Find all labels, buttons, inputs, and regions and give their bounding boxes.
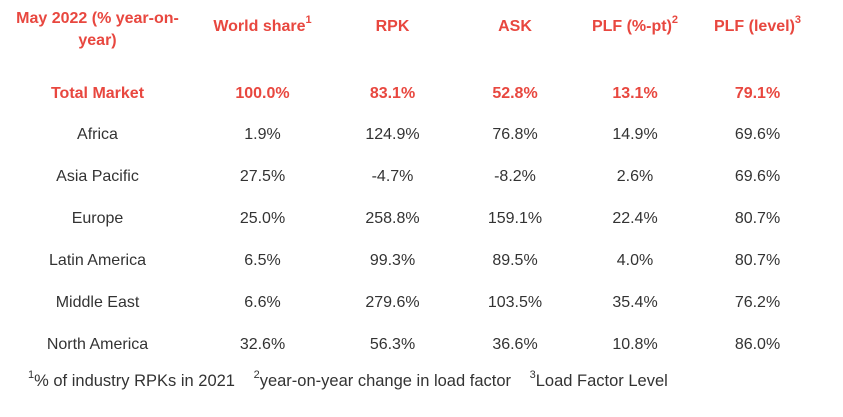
table-cell-plf-pt: 14.9%	[612, 126, 658, 143]
table-cell-plf-pt: 22.4%	[612, 210, 658, 227]
table-cell-plf-pt: 13.1%	[612, 85, 658, 102]
table-cell-region: North America	[46, 336, 149, 353]
header-world-share-label: World share	[213, 18, 306, 35]
footnotes: 1% of industry RPKs in 2021 2year-on-yea…	[28, 368, 682, 391]
table-cell-rpk: -4.7%	[371, 168, 414, 185]
footnote-2-text: year-on-year change in load factor	[259, 372, 512, 390]
table-cell-world-share: 25.0%	[239, 210, 286, 227]
header-rpk-label: RPK	[375, 18, 410, 35]
header-ask-label: ASK	[498, 18, 532, 35]
table-cell-ask: 76.8%	[492, 126, 538, 143]
header-plf-pt: PLF (%-pt)2	[575, 0, 695, 74]
footnote-3-text: Load Factor Level	[535, 372, 668, 390]
header-world-share: World share1	[195, 0, 330, 74]
table-cell-ask: 89.5%	[492, 252, 538, 269]
footnote-3: 3Load Factor Level	[529, 368, 668, 390]
traffic-table-container: May 2022 (% year-on-year) World share1 R…	[0, 0, 820, 366]
table-cell-plf-level: 80.7%	[734, 252, 781, 269]
footnote-2-marker: 2	[253, 368, 260, 381]
table-row: Latin America 6.5% 99.3% 89.5% 4.0% 80.7…	[0, 240, 820, 282]
footnote-3-marker: 3	[529, 368, 536, 381]
table-cell-region: Total Market	[50, 85, 145, 102]
table-cell-plf-pt: 4.0%	[616, 252, 654, 269]
footnote-1-marker: 1	[28, 368, 35, 381]
table-row: North America 32.6% 56.3% 36.6% 10.8% 86…	[0, 324, 820, 366]
table-cell-region: Asia Pacific	[56, 168, 139, 185]
table-row: Middle East 6.6% 279.6% 103.5% 35.4% 76.…	[0, 282, 820, 324]
table-cell-region: Africa	[77, 126, 118, 143]
table-cell-world-share: 1.9%	[244, 126, 281, 143]
header-plf-pt-label: PLF (%-pt)	[591, 18, 672, 35]
total-market-row: Total Market 100.0% 83.1% 52.8% 13.1% 79…	[0, 74, 820, 114]
table-cell-rpk: 124.9%	[365, 126, 420, 143]
table-row: Asia Pacific 27.5% -4.7% -8.2% 2.6% 69.6…	[0, 156, 820, 198]
table-cell-region: Latin America	[49, 252, 146, 269]
table-cell-region: Middle East	[55, 294, 140, 311]
footnote-marker-1: 1	[305, 13, 312, 26]
table-cell-rpk: 56.3%	[369, 336, 416, 353]
header-region-label: May 2022 (% year-on-year)	[16, 10, 179, 49]
table-cell-plf-pt: 2.6%	[616, 168, 654, 185]
header-plf-level-label: PLF (level)	[713, 18, 795, 35]
table-cell-region: Europe	[71, 210, 124, 227]
table-cell-plf-pt: 10.8%	[612, 336, 658, 353]
traffic-table: May 2022 (% year-on-year) World share1 R…	[0, 0, 820, 366]
table-cell-world-share: 100.0%	[235, 85, 290, 102]
table-cell-world-share: 6.6%	[244, 294, 281, 311]
table-cell-plf-level: 79.1%	[734, 85, 781, 102]
table-cell-plf-level: 69.6%	[734, 168, 781, 185]
table-cell-ask: 159.1%	[487, 210, 543, 227]
table-row: Africa 1.9% 124.9% 76.8% 14.9% 69.6%	[0, 114, 820, 156]
table-cell-rpk: 83.1%	[369, 85, 416, 102]
table-cell-ask: 52.8%	[492, 85, 538, 102]
table-cell-rpk: 258.8%	[365, 210, 420, 227]
header-rpk: RPK	[330, 0, 455, 74]
table-cell-world-share: 27.5%	[239, 168, 286, 185]
header-region: May 2022 (% year-on-year)	[0, 0, 195, 74]
header-plf-level: PLF (level)3	[695, 0, 820, 74]
table-row: Europe 25.0% 258.8% 159.1% 22.4% 80.7%	[0, 198, 820, 240]
table-cell-world-share: 32.6%	[239, 336, 286, 353]
table-cell-plf-level: 86.0%	[734, 336, 781, 353]
footnote-1: 1% of industry RPKs in 2021	[28, 368, 235, 390]
table-cell-plf-pt: 35.4%	[612, 294, 658, 311]
table-cell-ask: -8.2%	[494, 168, 536, 185]
table-cell-plf-level: 76.2%	[734, 294, 781, 311]
header-row: May 2022 (% year-on-year) World share1 R…	[0, 0, 820, 74]
footnote-1-text: % of industry RPKs in 2021	[34, 372, 235, 390]
header-ask: ASK	[455, 0, 575, 74]
footnote-marker-2: 2	[671, 13, 679, 26]
footnote-marker-3: 3	[794, 13, 802, 26]
table-cell-rpk: 279.6%	[365, 294, 420, 311]
footnote-2: 2year-on-year change in load factor	[253, 368, 512, 390]
table-cell-plf-level: 80.7%	[734, 210, 781, 227]
table-cell-rpk: 99.3%	[369, 252, 416, 269]
table-cell-ask: 103.5%	[487, 294, 543, 311]
table-cell-ask: 36.6%	[492, 336, 538, 353]
table-cell-plf-level: 69.6%	[734, 126, 781, 143]
table-cell-world-share: 6.5%	[244, 252, 281, 269]
